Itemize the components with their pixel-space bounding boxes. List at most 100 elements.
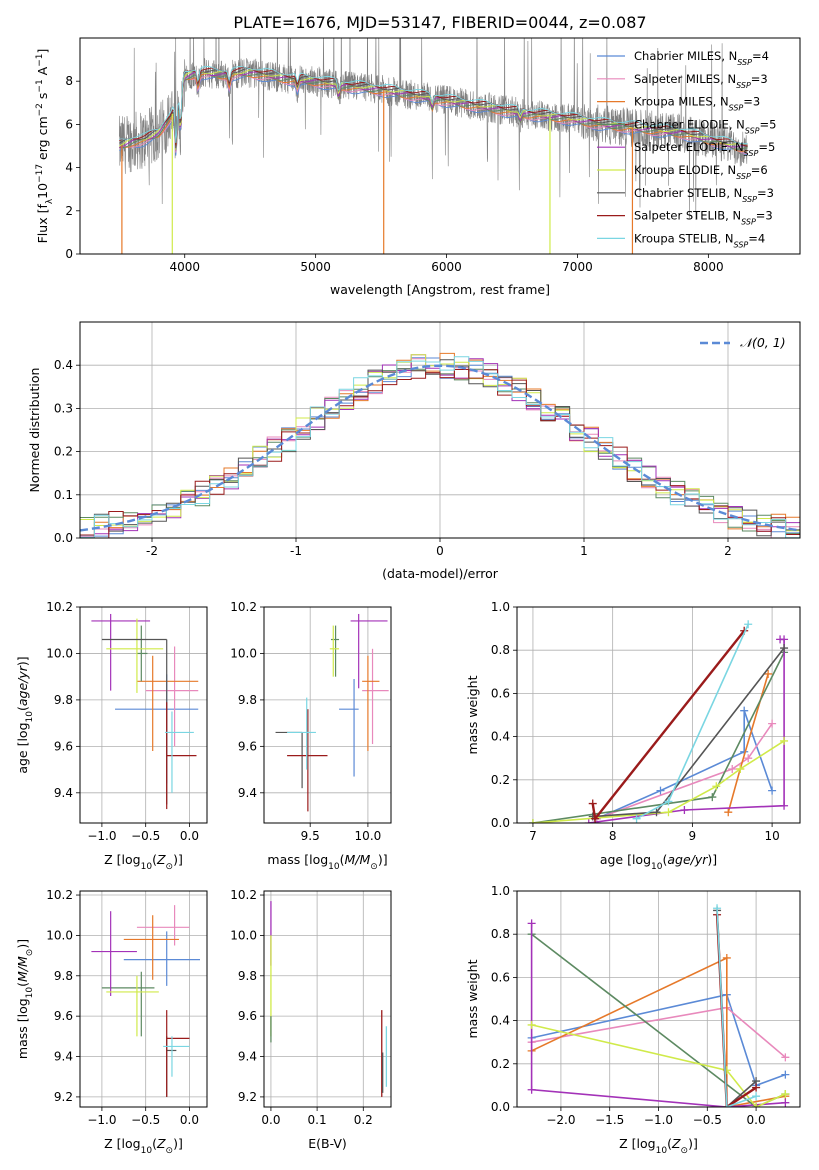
x-axis-label: Z [log10(Z⊙)] (104, 1136, 183, 1156)
series-salpeter-stelib (588, 626, 749, 823)
legend: Chabrier MILES, NSSP=4 Salpeter MILES, NS… (597, 49, 776, 249)
errorbar-kroupa-miles (362, 655, 380, 751)
errorbar-salpeter-elodie (91, 613, 151, 691)
legend-label: Chabrier MILES, NSSP=4 (634, 49, 769, 67)
data-point (724, 808, 733, 817)
errorbar-chabrier-stelib (275, 731, 303, 789)
x-tick-label: 8 (609, 829, 617, 843)
plot-area (270, 901, 388, 1097)
y-tick-label: 9.8 (54, 693, 73, 707)
weight-vs-age-panel: 7 8 9 10 0.0 0.2 0.4 0.6 0.8 1.0 age [log10(age/yr… (465, 600, 801, 872)
x-axis-label: age [log10(age/yr)] (600, 852, 717, 872)
data-point (781, 1098, 790, 1107)
x-tick-label: −1.0 (644, 1113, 673, 1127)
x-tick-label: -1 (290, 544, 302, 558)
y-tick-label: 10.2 (46, 600, 73, 614)
y-tick-label: 10.0 (230, 646, 257, 660)
plot-area (275, 613, 389, 812)
data-point (527, 919, 536, 928)
weight-vs-metallicity-panel: −2.0 −1.5 −1.0 −0.5 0.0 0.0 0.2 0.4 0.6 0.8 1.0 Z [… (465, 884, 801, 1156)
y-tick-label: 9.8 (54, 969, 73, 983)
errorbar-chabrier-elodie (330, 625, 340, 677)
residuals-panel: -2 -1 0 1 2 0.0 0.1 0.2 0.3 0.4 (data-model)/error… (27, 321, 801, 581)
x-tick-label: 0 (436, 544, 444, 558)
plot-area (527, 904, 790, 1107)
y-tick-label: 9.4 (238, 1050, 257, 1064)
axes-frame (79, 606, 208, 824)
data-point (588, 799, 597, 808)
errorbar-chabrier-miles (123, 931, 200, 986)
axes: −1.0 −0.5 0.0 9.2 9.4 9.6 9.8 10.0 10.2 Z [log10(… (15, 888, 208, 1156)
x-tick-label: 0.1 (308, 1113, 327, 1127)
x-tick-label: 4000 (169, 260, 200, 274)
x-tick-label: 9 (689, 829, 697, 843)
data-point (664, 797, 673, 806)
errorbar-chabrier-elodie (101, 971, 155, 1037)
y-tick-label: 0.3 (54, 401, 73, 415)
y-tick-label: 9.6 (54, 739, 73, 753)
model-line-kroupa-stelib (119, 66, 748, 145)
y-axis-label: mass weight (465, 675, 480, 754)
y-tick-label: 9.8 (238, 969, 257, 983)
data-point (527, 1085, 536, 1094)
errorbar-salpeter-miles (136, 905, 190, 946)
x-tick-label: 0.2 (354, 1113, 373, 1127)
y-tick-label: 0.2 (491, 773, 510, 787)
x-axis-label: Z [log10(Z⊙)] (619, 1136, 698, 1156)
x-tick-label: 0.0 (261, 1113, 280, 1127)
data-point (708, 793, 717, 802)
x-tick-label: −0.5 (131, 1113, 160, 1127)
x-tick-label: −1.5 (595, 1113, 624, 1127)
axes: 7 8 9 10 0.0 0.2 0.4 0.6 0.8 1.0 age [log10(age/yr… (465, 600, 801, 872)
axes-frame (263, 606, 392, 824)
y-tick-label: 0.2 (491, 1057, 510, 1071)
histogram-salpeter-stelib (80, 369, 800, 538)
x-tick-label: -2 (146, 544, 158, 558)
data-point (768, 786, 777, 795)
plot-area (528, 620, 789, 823)
series-line (715, 914, 757, 1107)
y-tick-label: 9.6 (238, 1009, 257, 1023)
series-line (531, 1024, 786, 1107)
errorbar-kroupa-elodie (329, 625, 340, 677)
y-tick-label: 10.0 (46, 928, 73, 942)
errorbar-kroupa-stelib (287, 697, 316, 770)
legend-label: Kroupa STELIB, NSSP=4 (634, 231, 765, 249)
y-tick-label: 0.8 (491, 643, 510, 657)
grid (517, 890, 800, 1108)
legend-label: Salpeter STELIB, NSSP=3 (634, 209, 773, 227)
series-line (592, 647, 785, 818)
y-tick-label: 10.2 (230, 888, 257, 902)
x-tick-label: 10 (764, 829, 779, 843)
data-point (528, 819, 537, 823)
data-point (680, 806, 689, 815)
errorbar-chabrier-stelib (101, 638, 168, 805)
x-tick-label: −2.0 (546, 1113, 575, 1127)
normal-distribution-curve (80, 364, 800, 532)
data-point (781, 1053, 790, 1062)
legend-label: Chabrier ELODIE, NSSP=5 (634, 117, 776, 135)
data-point (780, 644, 789, 653)
y-axis-label: Normed distribution (27, 368, 42, 493)
series-salpeter-elodie (584, 635, 789, 823)
errorbar-kroupa-miles (123, 915, 179, 980)
model-line-salpeter-elodie (119, 71, 748, 151)
series-line (596, 723, 773, 820)
data-point (781, 1090, 790, 1099)
y-tick-label: 9.6 (54, 1009, 73, 1023)
series-line (588, 638, 785, 823)
errorbar-kroupa-miles (136, 655, 199, 751)
axes: 0.0 0.1 0.2 9.2 9.4 9.6 9.8 10.0 10.2 E(B-V) (230, 888, 392, 1151)
legend-label: Salpeter MILES, NSSP=3 (634, 72, 768, 90)
axes: 4000 5000 6000 7000 8000 0 2 4 6 8 wavelength [Ang… (35, 37, 801, 297)
spectrum-panel: 4000 5000 6000 7000 8000 0 2 4 6 8 wavelength [Ang… (35, 37, 801, 297)
x-tick-label: 9.5 (301, 829, 320, 843)
series-salpeter-miles (592, 719, 777, 823)
x-tick-label: 2 (724, 544, 732, 558)
data-point (664, 808, 673, 817)
data-point (584, 819, 593, 823)
series-line (591, 630, 746, 822)
y-tick-label: 0.4 (491, 730, 510, 744)
model-line-chabrier-elodie (119, 72, 748, 150)
grid (80, 891, 207, 1107)
